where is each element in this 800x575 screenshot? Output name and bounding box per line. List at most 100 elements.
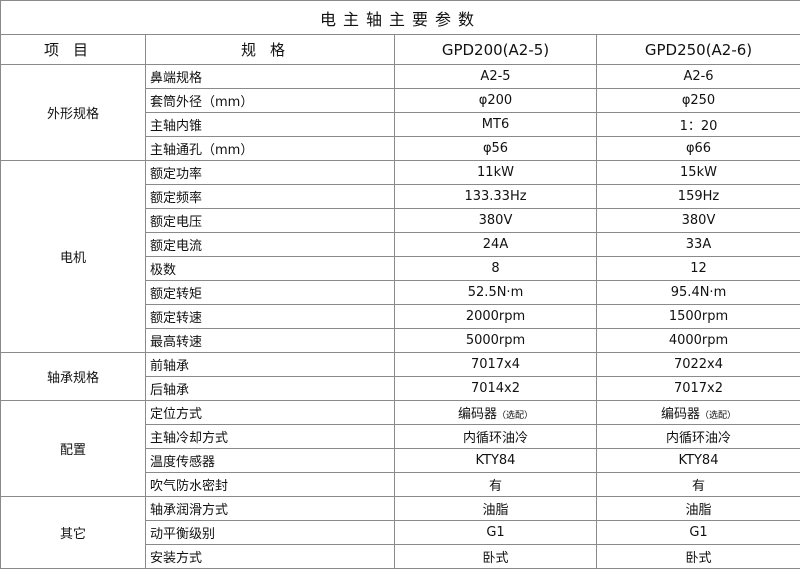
value-text: 7017x2 (673, 381, 724, 396)
value-text: 133.33Hz (464, 189, 527, 204)
value-b: 内循环油冷 (595, 424, 800, 449)
value-text: 12 (690, 261, 707, 276)
spec-name: 额定功率 (145, 160, 395, 185)
group-name: 外形规格 (0, 64, 146, 161)
value-text: MT6 (481, 117, 510, 132)
spec-name: 额定转矩 (145, 280, 395, 305)
value-text: A2-5 (480, 69, 511, 84)
value-a: 52.5N·m (394, 280, 597, 305)
group-name: 轴承规格 (0, 352, 146, 401)
value-text: 24A (482, 237, 509, 252)
value-text: 1：20 (679, 119, 718, 134)
header-model-a: GPD200(A2-5) (394, 34, 597, 65)
value-text: 33A (685, 237, 712, 252)
value-text: 7017x4 (470, 357, 521, 372)
value-b: 159Hz (595, 184, 800, 209)
value-b: 15kW (595, 160, 800, 185)
value-b: G1 (595, 520, 800, 545)
table-row: 安装方式 卧式 卧式 (1, 544, 800, 569)
value-text: 油脂 (685, 503, 712, 518)
value-b: 1：20 (595, 112, 800, 137)
value-a: 24A (394, 232, 597, 257)
spec-name: 套筒外径（mm） (145, 88, 395, 113)
spec-name: 定位方式 (145, 400, 395, 425)
value-text: 卧式 (482, 551, 509, 566)
value-text: 油脂 (482, 503, 509, 518)
value-a: G1 (394, 520, 597, 545)
spec-name: 最高转速 (145, 328, 395, 353)
value-text: φ66 (685, 141, 712, 156)
spec-name: 前轴承 (145, 352, 395, 377)
value-text: 1500rpm (668, 309, 729, 324)
table-row: 温度传感器 KTY84 KTY84 (1, 448, 800, 473)
table-row: 额定电流 24A 33A (1, 232, 800, 257)
value-text: 有 (488, 479, 502, 494)
value-a: 11kW (394, 160, 597, 185)
value-b: 95.4N·m (595, 280, 800, 305)
value-b: 油脂 (595, 496, 800, 521)
value-text: KTY84 (678, 453, 719, 468)
spec-name: 动平衡级别 (145, 520, 395, 545)
spec-name: 额定频率 (145, 184, 395, 209)
value-text: 7022x4 (673, 357, 724, 372)
table-row: 吹气防水密封 有 有 (1, 472, 800, 497)
table-row: 主轴内锥 MT6 1：20 (1, 112, 800, 137)
value-text: 95.4N·m (670, 285, 727, 300)
value-b: 有 (595, 472, 800, 497)
table-row: 动平衡级别 G1 G1 (1, 520, 800, 545)
value-a: 卧式 (394, 544, 597, 569)
value-note: （选配） (700, 411, 737, 421)
value-a: 5000rpm (394, 328, 597, 353)
value-a: KTY84 (394, 448, 597, 473)
value-text: 有 (692, 479, 706, 494)
value-a: 有 (394, 472, 597, 497)
value-b: A2-6 (595, 64, 800, 89)
value-text: 2000rpm (465, 309, 526, 324)
value-text: φ250 (681, 93, 716, 108)
spec-name: 额定转速 (145, 304, 395, 329)
value-b: 4000rpm (595, 328, 800, 353)
table-row: 额定电压 380V 380V (1, 208, 800, 233)
value-text: 380V (681, 213, 716, 228)
value-b: 卧式 (595, 544, 800, 569)
table-row: 配置 定位方式 编码器（选配） 编码器（选配） (0, 400, 800, 497)
table-title: 电主轴主要参数 (0, 0, 800, 35)
value-text: φ56 (482, 141, 509, 156)
group-name: 电机 (0, 160, 146, 353)
value-text: 内循环油冷 (666, 431, 732, 446)
value-text: φ200 (478, 93, 513, 108)
value-a: 133.33Hz (394, 184, 597, 209)
value-a: 7017x4 (394, 352, 597, 377)
value-text: 380V (478, 213, 513, 228)
value-text: KTY84 (475, 453, 516, 468)
spec-name: 吹气防水密封 (145, 472, 395, 497)
value-a: 油脂 (394, 496, 597, 521)
value-a: 编码器（选配） (394, 400, 597, 425)
value-text: G1 (689, 525, 708, 540)
value-b: 1500rpm (595, 304, 800, 329)
value-text: 7014x2 (470, 381, 521, 396)
table-row: 电机 额定功率 11kW 15kW (0, 160, 800, 353)
value-note: （选配） (497, 411, 534, 421)
value-a: φ200 (394, 88, 597, 113)
value-b: 33A (595, 232, 800, 257)
value-b: 12 (595, 256, 800, 281)
value-a: 8 (394, 256, 597, 281)
table-row: 外形规格 鼻端规格 A2-5 A2-6 (0, 64, 800, 161)
value-a: A2-5 (394, 64, 597, 89)
spec-name: 温度传感器 (145, 448, 395, 473)
value-text: 卧式 (685, 551, 712, 566)
header-model-b: GPD250(A2-6) (595, 34, 800, 65)
spec-name: 额定电流 (145, 232, 395, 257)
value-text: 159Hz (677, 189, 720, 204)
table-row: 其它 轴承润滑方式 油脂 油脂 (0, 496, 800, 569)
group-name: 其它 (0, 496, 146, 569)
spec-name: 极数 (145, 256, 395, 281)
value-b: 7022x4 (595, 352, 800, 377)
value-a: MT6 (394, 112, 597, 137)
value-b: KTY84 (595, 448, 800, 473)
spec-name: 额定电压 (145, 208, 395, 233)
value-b: 7017x2 (595, 376, 800, 401)
spec-name: 后轴承 (145, 376, 395, 401)
